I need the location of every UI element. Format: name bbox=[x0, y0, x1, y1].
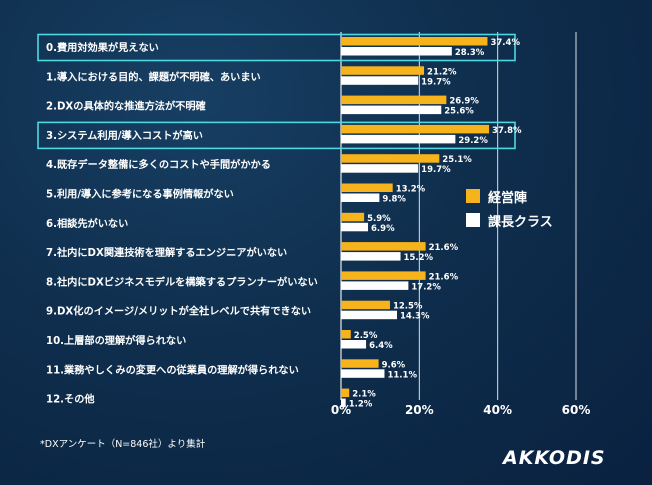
data-label-managers: 25.6% bbox=[444, 107, 474, 117]
data-label-managers: 19.7% bbox=[421, 77, 451, 87]
data-label-executives: 21.2% bbox=[427, 67, 457, 77]
legend-swatch-managers bbox=[466, 213, 480, 227]
category-label: 5.利用/導入に参考になる事例情報がない bbox=[46, 188, 234, 201]
bar-managers bbox=[341, 76, 419, 85]
bar-executives bbox=[341, 154, 440, 163]
data-label-managers: 9.8% bbox=[382, 195, 406, 205]
data-label-managers: 19.7% bbox=[421, 165, 451, 175]
category-label: 7.社内にDX関連技術を理解するエンジニアがいない bbox=[46, 246, 287, 259]
bar-managers bbox=[341, 134, 456, 144]
data-label-executives: 21.6% bbox=[429, 243, 459, 253]
bar-executives bbox=[341, 388, 350, 398]
bar-executives bbox=[341, 359, 379, 368]
data-label-executives: 25.1% bbox=[442, 155, 472, 165]
bar-executives bbox=[341, 330, 351, 339]
bar-managers bbox=[341, 164, 419, 173]
data-label-managers: 15.2% bbox=[404, 253, 434, 263]
bar-managers bbox=[341, 398, 346, 408]
category-label: 6.相談先がいない bbox=[46, 217, 128, 230]
data-label-executives: 5.9% bbox=[367, 214, 391, 224]
bar-executives bbox=[341, 183, 393, 192]
data-label-managers: 29.2% bbox=[458, 136, 488, 146]
data-label-executives: 2.1% bbox=[352, 390, 376, 400]
bar-managers bbox=[341, 281, 409, 290]
bar-managers bbox=[341, 222, 369, 232]
legend: 経営陣 課長クラス bbox=[466, 184, 553, 232]
x-tick-label: 40% bbox=[483, 403, 512, 417]
category-label: 12.その他 bbox=[46, 393, 95, 406]
category-label: 1.導入における目的、課題が不明確、あいまい bbox=[46, 70, 261, 83]
category-label: 8.社内にDXビジネスモデルを構築するプランナーがいない bbox=[46, 275, 318, 288]
akkodis-logo: AKKODIS bbox=[503, 447, 606, 469]
legend-swatch-executives bbox=[466, 189, 480, 203]
bar-executives bbox=[341, 300, 390, 310]
data-label-executives: 37.4% bbox=[490, 38, 520, 48]
category-label: 3.システム利用/導入コストが高い bbox=[46, 129, 203, 142]
legend-label-executives: 経営陣 bbox=[488, 190, 528, 206]
bar-executives bbox=[341, 37, 488, 46]
data-label-managers: 11.1% bbox=[387, 370, 417, 380]
data-label-executives: 13.2% bbox=[396, 185, 426, 195]
data-label-executives: 26.9% bbox=[449, 97, 479, 107]
bar-managers bbox=[341, 193, 380, 202]
legend-item-executives: 経営陣 bbox=[466, 184, 553, 208]
x-tick-label: 20% bbox=[405, 403, 434, 417]
legend-label-managers: 課長クラス bbox=[488, 214, 553, 230]
bar-managers bbox=[341, 47, 452, 56]
data-label-executives: 37.8% bbox=[492, 126, 522, 136]
category-label: 10.上層部の理解が得られない bbox=[46, 334, 186, 347]
bar-executives bbox=[341, 95, 447, 105]
bar-executives bbox=[341, 66, 425, 75]
data-label-executives: 12.5% bbox=[393, 302, 423, 312]
category-label: 4.既存データ整備に多くのコストや手間がかかる bbox=[46, 158, 271, 171]
footnote: *DXアンケート（N=846社）より集計 bbox=[40, 439, 206, 450]
x-tick-label: 60% bbox=[562, 403, 591, 417]
bar-managers bbox=[341, 252, 401, 261]
legend-item-managers: 課長クラス bbox=[466, 208, 553, 232]
bar-managers bbox=[341, 310, 398, 320]
category-label: 2.DXの具体的な推進方法が不明確 bbox=[46, 100, 206, 113]
data-label-managers: 14.3% bbox=[400, 312, 430, 322]
x-tick-label: 0% bbox=[331, 403, 351, 417]
highlight-box bbox=[37, 121, 516, 150]
data-label-managers: 1.2% bbox=[349, 400, 373, 410]
data-label-executives: 9.6% bbox=[382, 360, 406, 370]
data-label-executives: 21.6% bbox=[429, 272, 459, 282]
highlight-box bbox=[37, 33, 516, 62]
data-label-managers: 6.9% bbox=[371, 224, 395, 234]
data-label-managers: 17.2% bbox=[411, 282, 441, 292]
data-label-managers: 6.4% bbox=[369, 341, 393, 351]
category-label: 0.費用対効果が見えない bbox=[46, 41, 159, 54]
bar-managers bbox=[341, 369, 385, 378]
bar-executives bbox=[341, 212, 365, 222]
data-label-executives: 2.5% bbox=[354, 331, 378, 341]
bar-managers bbox=[341, 105, 442, 115]
category-label: 9.DX化のイメージ/メリットが全社レベルで共有できない bbox=[46, 305, 311, 318]
category-label: 11.業務やしくみの変更への従業員の理解が得られない bbox=[46, 363, 299, 376]
bar-executives bbox=[341, 124, 490, 134]
bar-executives bbox=[341, 271, 426, 280]
bar-executives bbox=[341, 242, 426, 251]
bar-managers bbox=[341, 340, 367, 349]
data-label-managers: 28.3% bbox=[455, 48, 485, 58]
